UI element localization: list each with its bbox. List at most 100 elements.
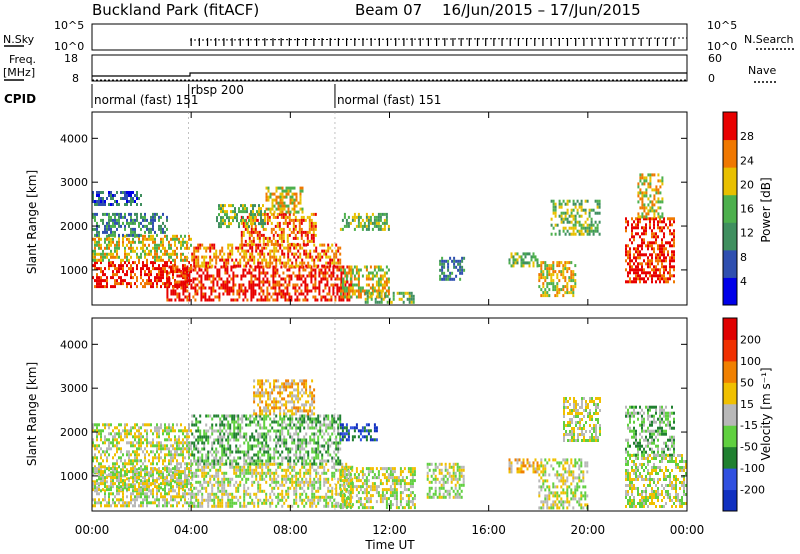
echo-cell [582,223,585,227]
echo-cell [283,261,286,265]
echo-cell [134,227,136,231]
echo-cell [142,215,144,219]
echo-cell [304,277,307,281]
echo-cell [168,285,170,289]
echo-cell [250,233,253,237]
echo-cell [252,280,255,284]
echo-cell [318,289,321,293]
echo-cell [252,236,255,240]
echo-cell [574,202,577,206]
echo-cell [380,297,383,301]
echo-cell [590,223,593,227]
echo-cell [252,286,255,290]
echo-cell [142,501,144,505]
echo-cell [285,498,288,502]
echo-cell [126,432,128,436]
echo-cell [228,219,230,223]
echo-cell [184,485,186,489]
echo-cell [669,223,671,227]
echo-cell [643,277,645,281]
echo-cell [582,226,585,230]
echo-cell [375,218,378,222]
echo-cell [170,456,172,460]
echo-cell [273,252,276,256]
echo-cell [345,277,348,281]
echo-cell [304,280,307,284]
echo-cell [144,237,146,241]
echo-cell [272,280,275,284]
echo-cell [160,224,162,228]
echo-cell [572,270,575,274]
echo-cell [257,498,260,502]
echo-cell [193,471,196,475]
echo-cell [150,462,152,466]
echo-cell [92,482,94,486]
echo-cell [669,244,671,248]
echo-cell [308,230,311,234]
echo-cell [168,265,171,269]
echo-cell [590,229,593,233]
echo-cell [130,444,132,448]
echo-cell [188,271,191,275]
colorbar-tick-label: 12 [740,227,754,240]
echo-cell [663,274,665,278]
echo-cell [554,214,557,218]
echo-cell [223,471,226,475]
echo-cell [363,221,366,225]
echo-cell [273,471,276,475]
echo-cell [236,274,239,278]
echo-cell [225,264,228,268]
echo-cell [96,282,98,286]
echo-cell [381,268,384,272]
echo-cell [327,495,330,499]
cpid-segment-label: rbsp 200 [191,83,244,97]
echo-cell [532,252,535,256]
echo-cell [122,258,124,262]
echo-cell [190,265,193,269]
echo-cell [459,265,462,269]
echo-cell [258,268,261,272]
echo-cell [625,226,627,230]
echo-cell [254,219,256,223]
echo-cell [339,252,342,256]
echo-cell [365,283,368,287]
echo-cell [229,243,232,247]
echo-cell [152,462,154,466]
echo-cell [146,471,148,475]
echo-cell [106,456,108,460]
echo-cell [383,286,386,290]
echo-cell [251,483,254,487]
echo-cell [154,429,156,433]
echo-cell [336,268,339,272]
echo-cell [272,268,275,272]
echo-cell [550,232,553,236]
echo-cell [94,279,96,283]
echo-cell [207,465,210,469]
echo-cell [252,222,254,226]
echo-cell [217,504,220,508]
echo-cell [289,246,292,250]
echo-cell [170,261,172,265]
echo-cell [166,295,169,299]
echo-cell [629,262,631,266]
echo-cell [237,465,240,469]
echo-cell [281,483,284,487]
echo-cell [250,216,252,220]
echo-cell [667,217,669,221]
echo-cell [211,474,214,478]
echo-cell [178,444,180,448]
echo-cell [108,485,110,489]
echo-cell [162,221,164,225]
echo-cell [288,227,291,231]
echo-cell [645,176,648,180]
echo-cell [94,237,96,241]
echo-cell [639,206,642,210]
echo-cell [96,456,98,460]
echo-cell [253,501,256,505]
echo-cell [176,270,178,274]
echo-cell [128,501,130,505]
echo-cell [313,483,316,487]
echo-cell [261,489,264,493]
echo-cell [215,249,218,253]
echo-cell [166,271,169,275]
